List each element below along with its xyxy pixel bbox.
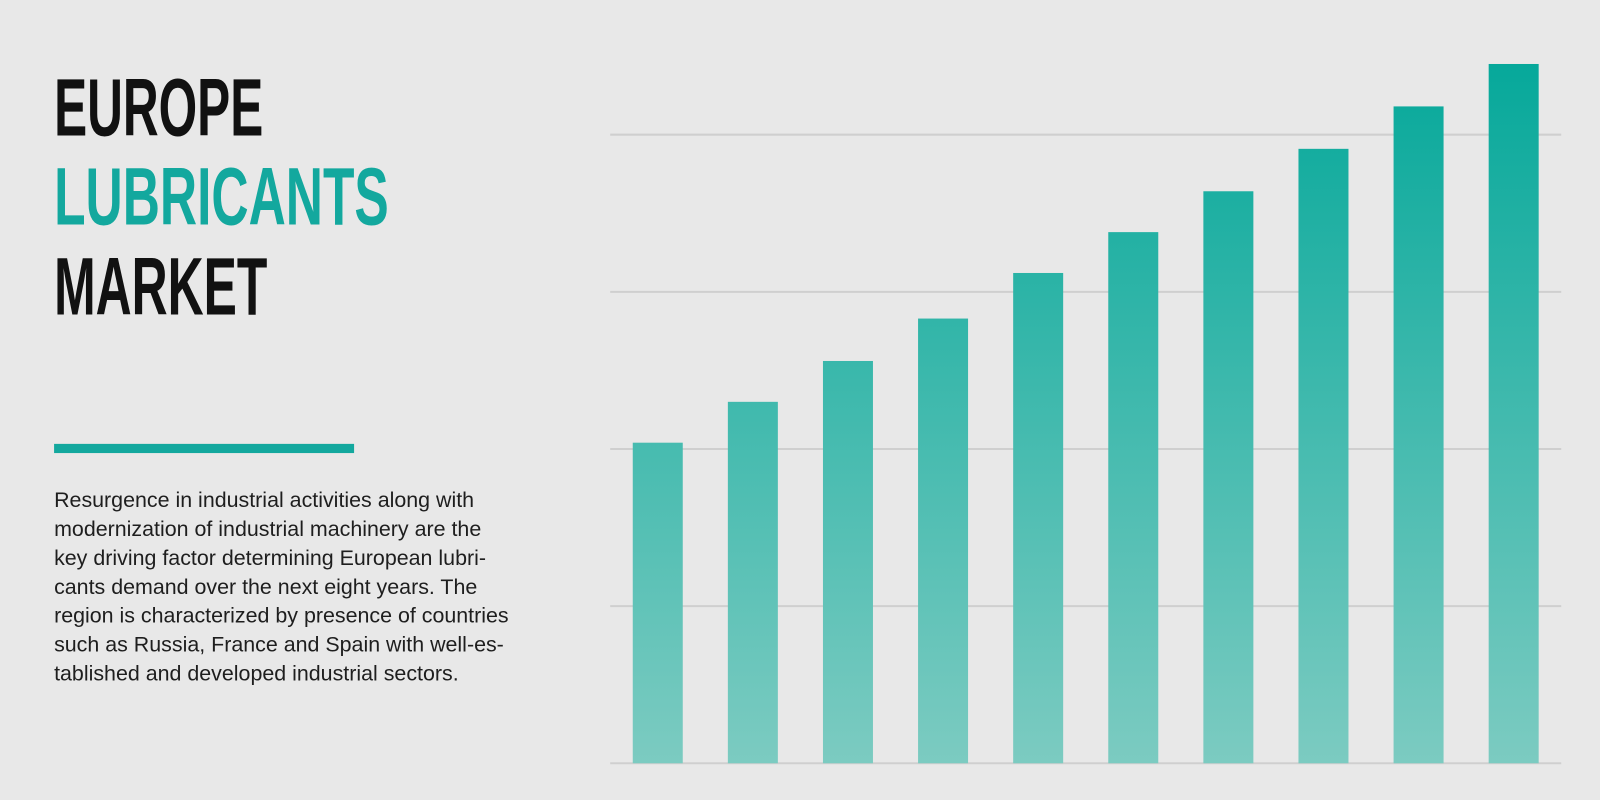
bar — [1108, 232, 1159, 764]
bar — [1488, 63, 1539, 764]
bar — [918, 318, 969, 764]
description-line: such as Russia, France and Spain with we… — [54, 633, 504, 657]
description-line: tablished and developed industrial secto… — [54, 661, 459, 685]
bar — [1203, 191, 1254, 764]
bar — [632, 442, 683, 764]
bar — [1298, 148, 1349, 764]
title-line: LUBRICANTS — [54, 151, 389, 242]
chart — [610, 63, 1562, 765]
description-line: key driving factor determining European … — [54, 546, 486, 570]
description-line: cants demand over the next eight years. … — [54, 575, 477, 599]
bar — [822, 360, 873, 764]
description-line: region is characterized by presence of c… — [54, 604, 509, 628]
bar — [727, 401, 778, 764]
divider — [54, 443, 355, 454]
description-line: Resurgence in industrial activities alon… — [54, 488, 474, 512]
bar — [1393, 106, 1444, 764]
title-line: EUROPE — [54, 63, 263, 154]
description-line: modernization of industrial machinery ar… — [54, 517, 481, 541]
bar — [1013, 272, 1064, 764]
description: Resurgence in industrial activities alon… — [54, 488, 509, 685]
title-line: MARKET — [54, 241, 267, 332]
